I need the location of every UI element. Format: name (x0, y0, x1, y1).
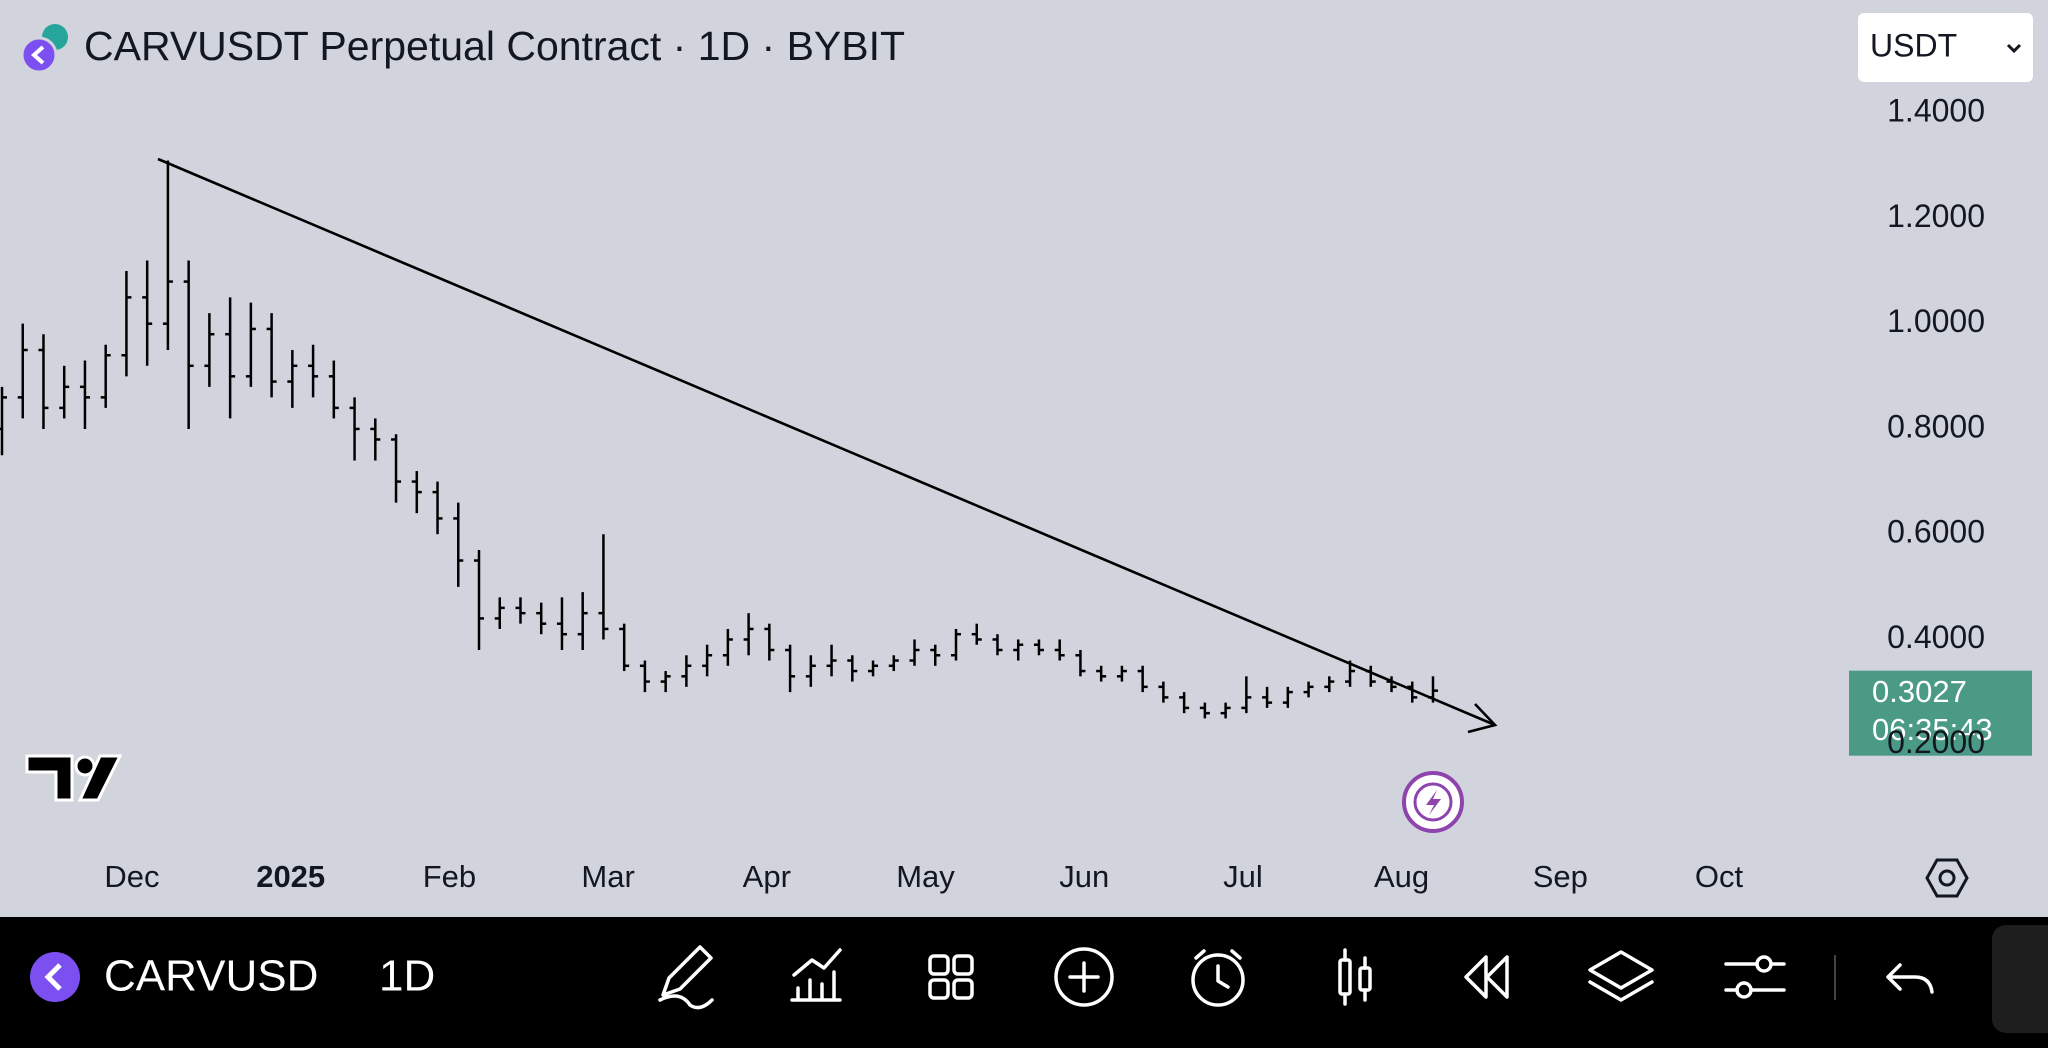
alert-tool[interactable] (1191, 949, 1245, 1007)
chart-title: CARVUSDT Perpetual Contract · 1D · BYBIT (84, 23, 905, 69)
symbol-icon[interactable] (30, 952, 80, 1002)
x-tick-label: Sep (1533, 859, 1588, 894)
chart-bg (0, 0, 2048, 917)
x-tick-label: Oct (1695, 859, 1744, 894)
tv-logo (25, 754, 123, 802)
price-tag-value: 0.3027 (1872, 674, 1967, 709)
layout-tool[interactable] (928, 954, 974, 1000)
toolbar-symbol[interactable]: CARVUSD (104, 952, 318, 1001)
y-tick-label: 0.8000 (1887, 408, 1985, 444)
settings-tool[interactable] (1724, 955, 1786, 999)
base-icon-glyph (30, 45, 45, 65)
add-tool[interactable] (1054, 947, 1114, 1007)
symbol-icon-glyph (44, 963, 62, 991)
x-tick-label: 2025 (256, 859, 325, 894)
currency-dropdown[interactable] (1858, 13, 2033, 82)
indicators-tool[interactable] (790, 948, 842, 1002)
draw-tool[interactable] (658, 945, 714, 1010)
flash-button[interactable] (1402, 771, 1464, 833)
trend-line (157, 157, 1498, 734)
more-button[interactable] (1992, 925, 2048, 1033)
axis-settings[interactable] (1925, 858, 1969, 898)
y-tick-label: 0.2000 (1887, 724, 1985, 760)
undo-tool[interactable] (1886, 963, 1934, 994)
x-tick-label: Jun (1059, 859, 1109, 894)
y-tick-label: 1.2000 (1887, 198, 1985, 234)
plot (0, 160, 1438, 719)
x-tick-label: Feb (423, 859, 476, 894)
replay-tool[interactable] (1464, 955, 1509, 999)
x-tick-label: Mar (581, 859, 634, 894)
x-tick-label: Aug (1374, 859, 1429, 894)
x-tick-label: Jul (1223, 859, 1263, 894)
y-tick-label: 1.4000 (1887, 93, 1985, 129)
y-tick-label: 0.6000 (1887, 514, 1985, 550)
layers-tool[interactable] (1588, 950, 1654, 1002)
price-tag-box (1849, 670, 2032, 756)
chart-type-tool[interactable] (1338, 948, 1372, 1006)
currency-label[interactable]: USDT (1870, 27, 1957, 63)
y-tick-label: 0.4000 (1887, 619, 1985, 655)
dropdown-caret[interactable] (2006, 43, 2022, 54)
toolbar (0, 917, 2048, 1048)
y-tick-label: 1.0000 (1887, 303, 1985, 339)
x-tick-label: May (896, 859, 955, 894)
base-icon (20, 36, 58, 74)
x-tick-label: Dec (104, 859, 159, 894)
price-tag-countdown: 06:35:43 (1872, 712, 1993, 747)
x-tick-label: Apr (743, 859, 791, 894)
toolbar-interval[interactable]: 1D (379, 952, 435, 1001)
